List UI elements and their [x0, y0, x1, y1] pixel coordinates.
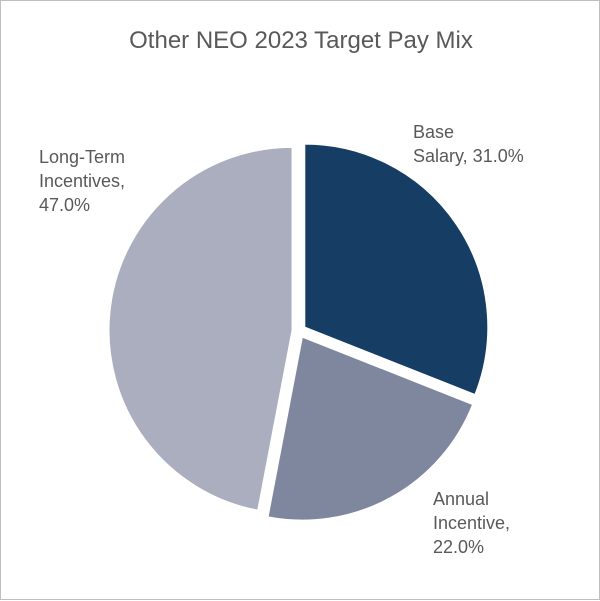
- pie-slice-long-term-incentives: [108, 146, 293, 511]
- data-label-base-salary: Base Salary, 31.0%: [413, 122, 524, 166]
- data-label-annual-incentive: Annual Incentive, 22.0%: [433, 489, 510, 557]
- data-label-long-term-incentives: Long-Term Incentives, 47.0%: [39, 147, 125, 215]
- chart-title: Other NEO 2023 Target Pay Mix: [129, 27, 473, 54]
- pie-slice-annual-incentive: [267, 336, 474, 521]
- pie-slice-base-salary: [304, 143, 489, 396]
